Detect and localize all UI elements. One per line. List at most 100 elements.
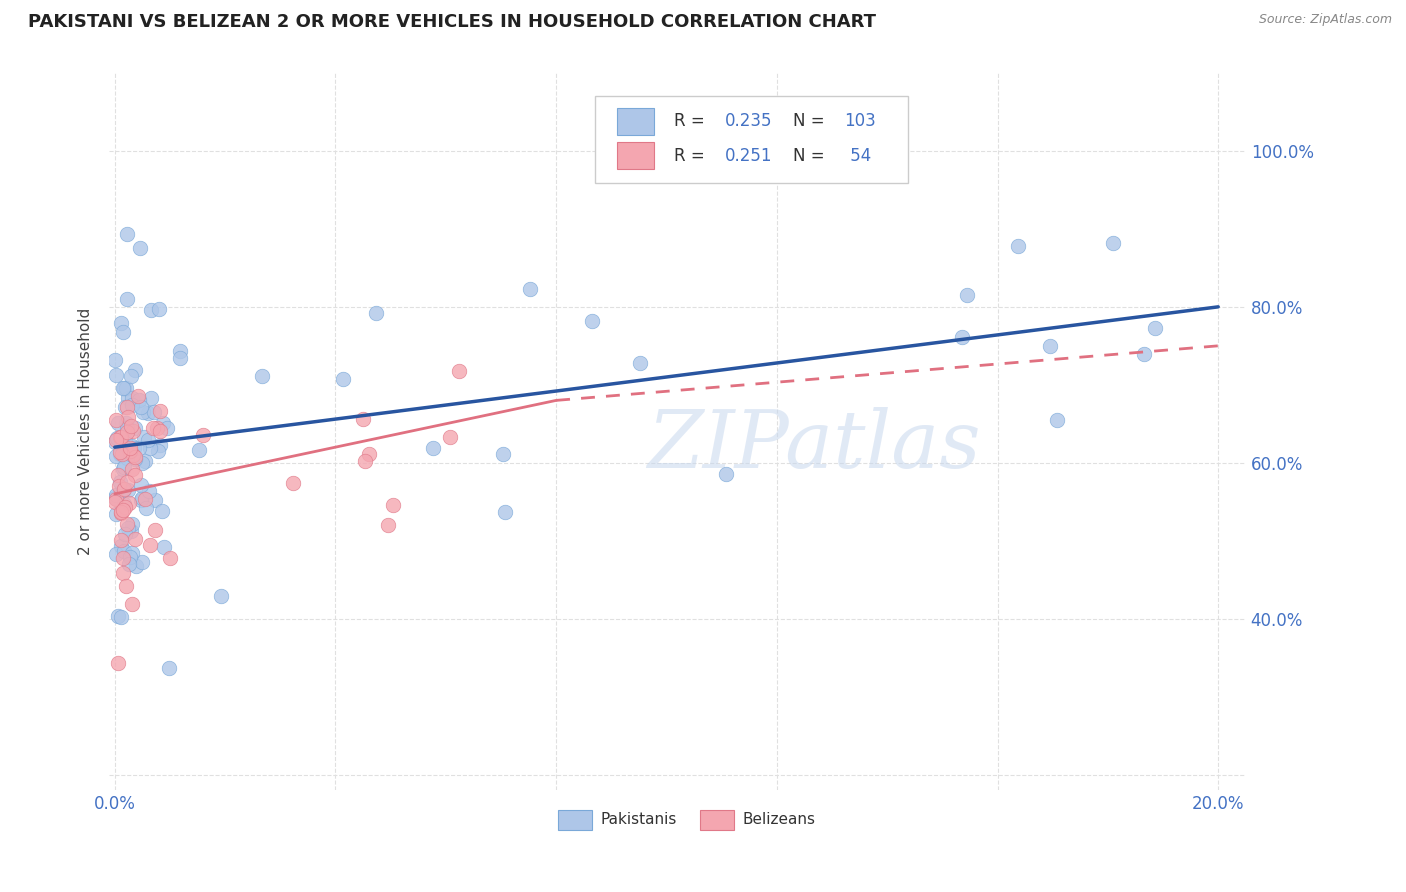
Text: Pakistanis: Pakistanis <box>600 812 676 827</box>
Point <box>129 241 152 255</box>
Point <box>146 444 169 458</box>
Point <box>139 537 162 551</box>
Point <box>105 488 128 502</box>
Point <box>114 440 136 454</box>
Point <box>108 475 131 490</box>
Point <box>359 447 381 461</box>
Text: N =: N = <box>793 112 831 130</box>
Point <box>117 410 139 425</box>
Point <box>120 524 142 538</box>
Point <box>491 447 513 461</box>
Point <box>250 368 273 383</box>
Point <box>121 439 143 453</box>
Point <box>129 478 152 492</box>
Point <box>332 372 354 386</box>
Point <box>121 425 143 439</box>
Point <box>143 523 166 537</box>
Text: 54: 54 <box>845 147 870 165</box>
Point <box>139 391 162 405</box>
Point <box>111 503 134 517</box>
Point <box>117 391 139 405</box>
Point <box>129 492 152 507</box>
Point <box>1101 236 1123 251</box>
Point <box>117 521 139 535</box>
Point <box>447 364 470 378</box>
Point <box>117 483 139 498</box>
Point <box>1133 347 1156 361</box>
Point <box>104 495 127 509</box>
Point <box>283 475 305 490</box>
Point <box>145 421 167 435</box>
Point <box>128 393 150 408</box>
Point <box>107 479 129 493</box>
Point <box>124 363 146 377</box>
Point <box>135 501 157 516</box>
Text: 0.251: 0.251 <box>725 147 773 165</box>
Point <box>105 491 128 506</box>
Point <box>111 381 134 395</box>
Point <box>118 443 141 458</box>
Point <box>494 505 516 519</box>
Point <box>117 425 139 439</box>
Point <box>107 656 129 670</box>
Point <box>124 467 146 482</box>
Y-axis label: 2 or more Vehicles in Household: 2 or more Vehicles in Household <box>79 308 93 555</box>
Point <box>104 433 127 447</box>
Point <box>114 500 136 514</box>
Point <box>112 325 135 339</box>
Point <box>115 516 138 531</box>
Point <box>115 381 138 395</box>
Point <box>169 344 191 359</box>
Point <box>112 551 135 566</box>
Point <box>111 566 134 580</box>
Point <box>114 400 136 414</box>
Point <box>187 443 209 458</box>
Point <box>117 400 139 414</box>
Point <box>115 227 138 241</box>
Point <box>108 430 131 444</box>
Point <box>115 416 138 430</box>
Point <box>956 287 979 301</box>
Point <box>115 421 138 435</box>
Point <box>128 441 150 455</box>
Point <box>107 467 129 482</box>
Point <box>353 454 375 468</box>
Point <box>121 392 143 406</box>
Point <box>110 447 132 461</box>
Point <box>121 398 143 412</box>
Point <box>519 283 541 297</box>
Point <box>112 497 135 511</box>
Point <box>124 450 146 465</box>
Point <box>121 597 143 611</box>
Point <box>107 416 129 430</box>
Text: 0.235: 0.235 <box>725 112 773 130</box>
Point <box>110 505 132 519</box>
Point <box>112 382 135 396</box>
Point <box>124 421 146 435</box>
Text: Source: ZipAtlas.com: Source: ZipAtlas.com <box>1258 13 1392 27</box>
Point <box>104 547 127 561</box>
Point <box>131 555 153 569</box>
Point <box>110 430 132 444</box>
Text: Belizeans: Belizeans <box>742 812 815 827</box>
Point <box>112 462 135 476</box>
Point <box>169 351 191 365</box>
Point <box>120 369 142 384</box>
FancyBboxPatch shape <box>595 96 908 183</box>
Point <box>122 441 145 455</box>
Point <box>104 450 127 464</box>
Point <box>114 527 136 541</box>
Point <box>157 661 180 675</box>
Point <box>110 609 132 624</box>
Point <box>152 540 174 554</box>
Point <box>121 546 143 560</box>
Text: 103: 103 <box>845 112 876 130</box>
Point <box>114 434 136 448</box>
Point <box>382 499 405 513</box>
Point <box>1039 339 1062 353</box>
Point <box>108 445 131 459</box>
Point <box>209 589 232 603</box>
Point <box>156 421 179 435</box>
Point <box>149 438 172 452</box>
Point <box>134 454 156 468</box>
